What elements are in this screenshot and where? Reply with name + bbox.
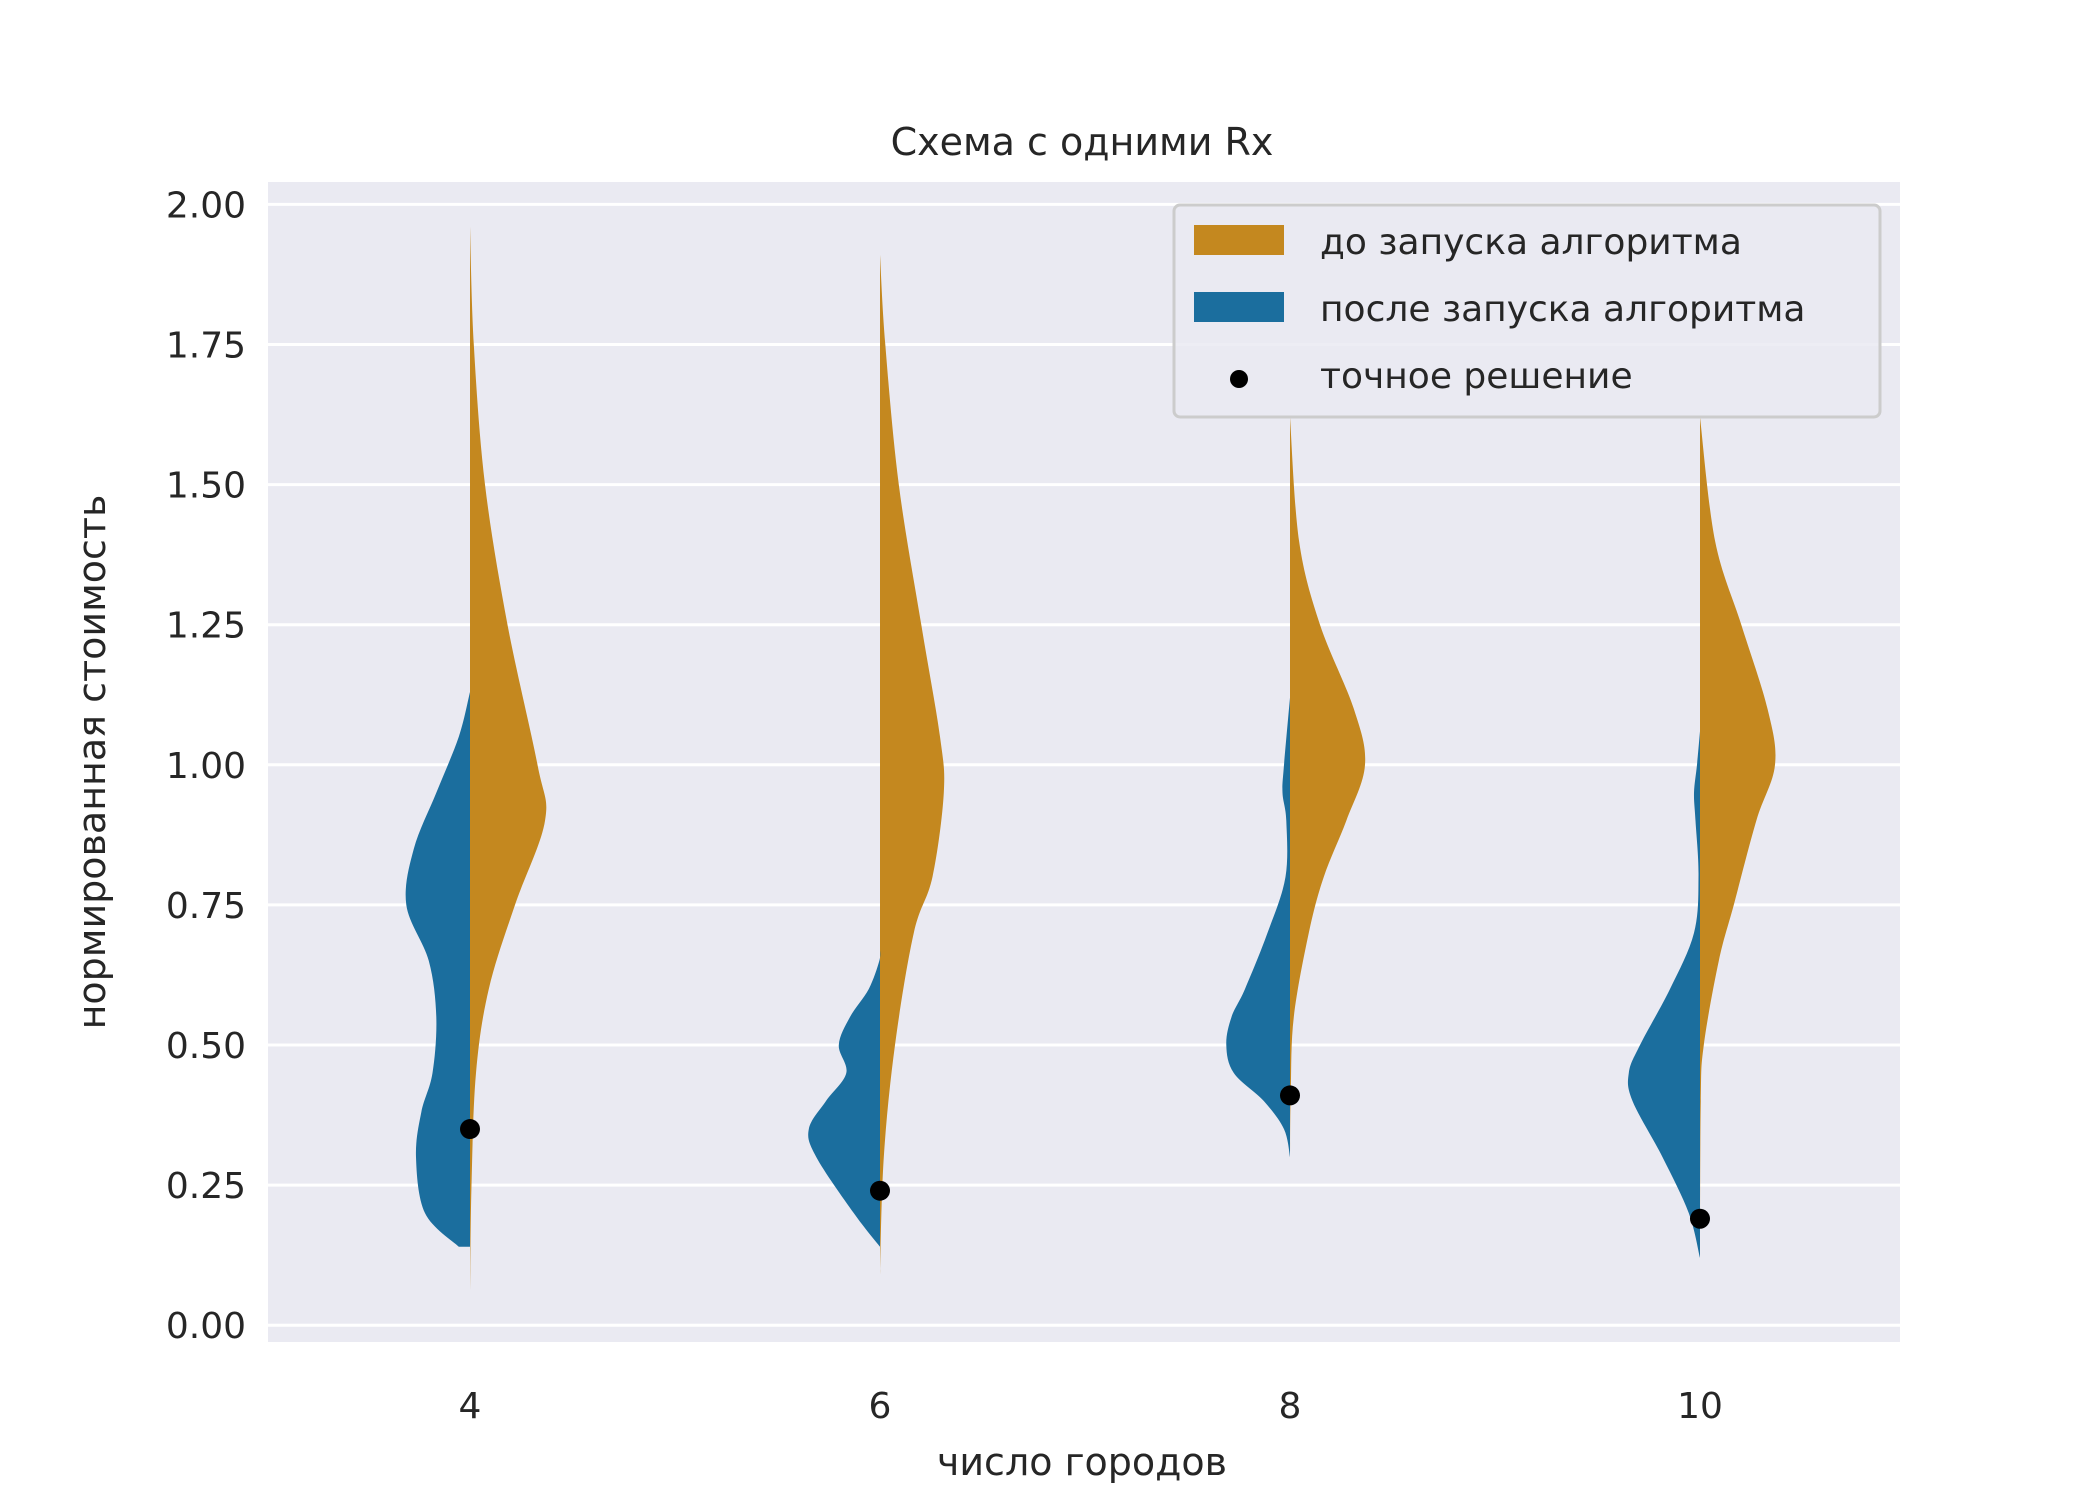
legend-label-before: до запуска алгоритма — [1320, 222, 1742, 263]
exact-point-6 — [870, 1180, 890, 1201]
x-tick-label-3: 10 — [1677, 1386, 1723, 1427]
violin-after-8 — [1226, 697, 1290, 1158]
y-tick-label-1: 0.25 — [166, 1166, 246, 1207]
y-tick-label-6: 1.50 — [166, 466, 246, 507]
exact-point-8 — [1280, 1085, 1300, 1106]
y-tick-label-8: 2.00 — [166, 185, 246, 226]
violin-before-10 — [1700, 417, 1776, 1253]
y-axis-ticks: 0.00 0.25 0.50 0.75 1.00 1.25 1.50 1.75 2.00 — [166, 185, 246, 1347]
y-tick-label-2: 0.50 — [166, 1026, 246, 1067]
legend-swatch-before — [1194, 225, 1284, 255]
x-axis-ticks: 4 6 8 10 — [459, 1386, 1723, 1427]
chart-title: Схема с одними Rx — [891, 120, 1274, 164]
exact-point-10 — [1690, 1208, 1710, 1229]
x-axis-label: число городов — [937, 1440, 1227, 1484]
legend-label-exact: точное решение — [1320, 356, 1633, 397]
y-axis-label: нормированная стоимость — [70, 495, 114, 1030]
violin-before-6 — [880, 254, 945, 1275]
violin-before-8 — [1290, 417, 1366, 1158]
y-tick-label-5: 1.25 — [166, 606, 246, 647]
y-tick-label-4: 1.00 — [166, 746, 246, 787]
legend-swatch-after — [1194, 292, 1284, 322]
y-tick-label-7: 1.75 — [166, 326, 246, 367]
grid-lines — [268, 202, 1900, 1327]
violin-after-10 — [1627, 731, 1700, 1258]
violin-before-4 — [470, 226, 547, 1292]
y-tick-label-0: 0.00 — [166, 1306, 246, 1347]
legend-marker-exact — [1230, 370, 1248, 388]
legend-frame — [1172, 203, 1882, 419]
exact-point-4 — [460, 1119, 480, 1140]
y-tick-label-3: 0.75 — [166, 886, 246, 927]
x-tick-label-1: 6 — [869, 1386, 892, 1427]
violins — [405, 226, 1776, 1292]
violin-after-6 — [808, 949, 881, 1247]
x-tick-label-2: 8 — [1279, 1386, 1302, 1427]
legend-label-after: после запуска алгоритма — [1320, 289, 1806, 330]
violin-after-4 — [405, 692, 470, 1247]
exact-solution-points — [460, 1085, 1710, 1229]
x-tick-label-0: 4 — [459, 1386, 482, 1427]
legend: до запуска алгоритма после запуска алгор… — [1172, 203, 1882, 419]
